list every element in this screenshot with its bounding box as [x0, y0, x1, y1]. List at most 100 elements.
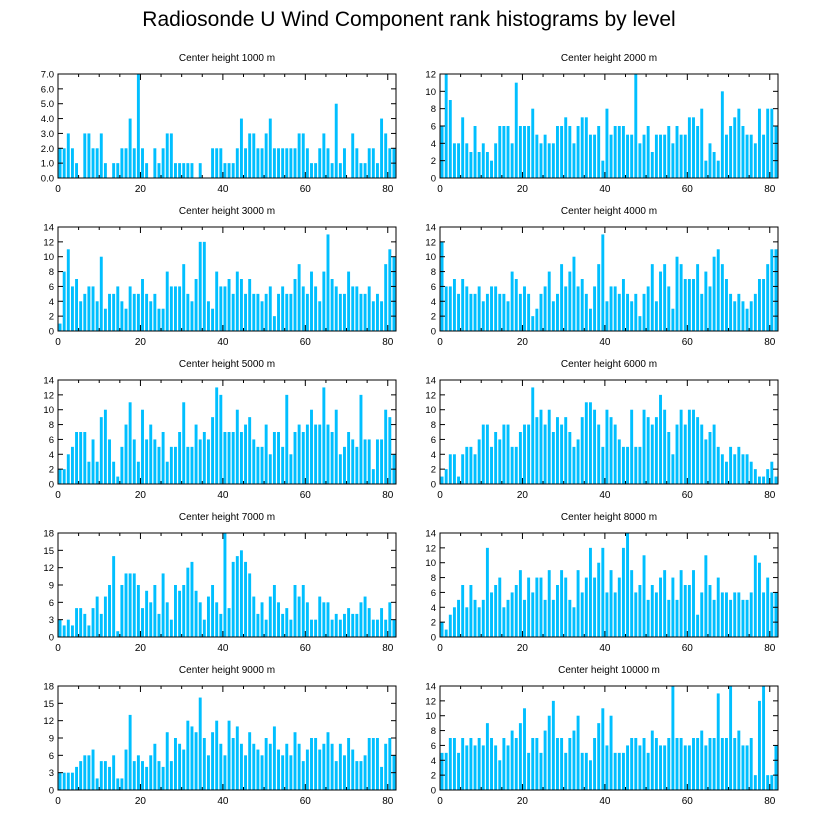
- histogram-bar: [277, 293, 280, 331]
- histogram-bar: [617, 293, 621, 331]
- histogram-bar: [527, 752, 531, 790]
- histogram-bar: [535, 308, 539, 331]
- histogram-bar: [314, 619, 318, 637]
- histogram-bar: [211, 585, 215, 637]
- y-tick-label: 15: [43, 546, 54, 557]
- histogram-bar: [498, 577, 502, 637]
- histogram-bar: [626, 533, 630, 637]
- histogram-bar: [120, 148, 124, 178]
- histogram-bar: [510, 271, 514, 331]
- histogram-bar: [215, 387, 219, 484]
- histogram-bar: [211, 732, 215, 790]
- histogram-bar: [124, 424, 128, 484]
- histogram-bar: [737, 592, 741, 637]
- y-tick-label: 12: [425, 70, 436, 81]
- histogram-bar: [231, 738, 235, 790]
- histogram-bar: [448, 614, 452, 637]
- histogram-bar: [543, 730, 547, 790]
- histogram-bar: [194, 279, 198, 331]
- histogram-bar: [141, 279, 144, 331]
- histogram-bar: [178, 743, 182, 790]
- y-tick-label: 2.0: [41, 144, 54, 155]
- x-tick-label: 40: [217, 643, 229, 654]
- y-tick-label: 12: [43, 563, 54, 574]
- histogram-bar: [502, 607, 506, 637]
- histogram-bar: [580, 279, 584, 331]
- histogram-bar: [334, 613, 338, 637]
- histogram-bar: [638, 585, 642, 637]
- histogram-bar: [91, 749, 95, 790]
- histogram-bar: [597, 264, 601, 331]
- histogram-bar: [440, 476, 444, 484]
- histogram-bar: [338, 454, 342, 484]
- histogram-bar: [745, 134, 749, 178]
- x-tick-label: 20: [135, 643, 147, 654]
- histogram-bar: [289, 454, 293, 484]
- histogram-bar: [108, 585, 111, 637]
- histogram-bar: [244, 755, 248, 790]
- histogram-bar: [601, 234, 605, 331]
- histogram-bar: [766, 775, 770, 790]
- histogram-bar: [448, 286, 452, 331]
- histogram-bar: [556, 293, 559, 331]
- histogram-bar: [388, 602, 392, 637]
- histogram-bar: [523, 286, 526, 331]
- histogram-bar: [634, 592, 638, 637]
- histogram-bar: [318, 148, 322, 178]
- histogram-bar: [252, 596, 256, 637]
- histogram-bar: [202, 619, 206, 637]
- histogram-bar: [667, 286, 671, 331]
- histogram-bar: [252, 439, 256, 484]
- histogram-bar: [654, 592, 658, 637]
- histogram-bar: [481, 599, 485, 637]
- histogram-bar: [145, 163, 149, 178]
- histogram-bar: [729, 293, 733, 331]
- histogram-bar: [235, 726, 239, 790]
- histogram-bar: [588, 547, 592, 637]
- histogram-bar: [272, 726, 276, 790]
- histogram-bar: [371, 148, 375, 178]
- histogram-bar: [547, 271, 551, 331]
- histogram-bar: [720, 592, 724, 637]
- y-tick-label: 5.0: [41, 99, 54, 110]
- histogram-bar: [663, 264, 667, 331]
- histogram-bar: [551, 700, 555, 790]
- histogram-bar: [683, 424, 687, 484]
- histogram-bar: [272, 585, 276, 637]
- histogram-bar: [384, 743, 388, 790]
- histogram-bar: [165, 461, 169, 484]
- histogram-bar: [646, 599, 650, 637]
- histogram-bar: [502, 738, 506, 790]
- histogram-bar: [248, 279, 252, 331]
- histogram-bar: [667, 432, 671, 484]
- histogram-bar: [687, 279, 691, 331]
- histogram-bar: [227, 279, 231, 331]
- histogram-bar: [659, 577, 662, 637]
- histogram-bar: [235, 556, 239, 637]
- y-tick-label: 2: [431, 156, 436, 167]
- y-tick-label: 4: [431, 603, 436, 614]
- histogram-bar: [248, 732, 252, 790]
- histogram-bar: [277, 602, 280, 637]
- histogram-bar: [301, 133, 305, 178]
- histogram-bar: [211, 308, 215, 331]
- histogram-bar: [384, 619, 388, 637]
- histogram-bar: [547, 143, 551, 178]
- histogram-bar: [268, 596, 272, 637]
- histogram-bar: [477, 607, 481, 637]
- histogram-bar: [753, 469, 757, 484]
- histogram-bar: [617, 439, 621, 484]
- histogram-bar: [547, 570, 551, 637]
- histogram-bar: [190, 163, 194, 178]
- histogram-bar: [161, 148, 165, 178]
- histogram-bar: [108, 293, 111, 331]
- histogram-bar: [264, 133, 268, 178]
- histogram-bar: [310, 409, 313, 484]
- histogram-bar: [128, 118, 132, 178]
- histogram-bar: [584, 117, 588, 178]
- histogram-bar: [310, 163, 313, 178]
- x-tick-label: 20: [135, 490, 147, 501]
- histogram-bar: [650, 264, 654, 331]
- histogram-bar: [103, 409, 107, 484]
- histogram-bar: [700, 424, 704, 484]
